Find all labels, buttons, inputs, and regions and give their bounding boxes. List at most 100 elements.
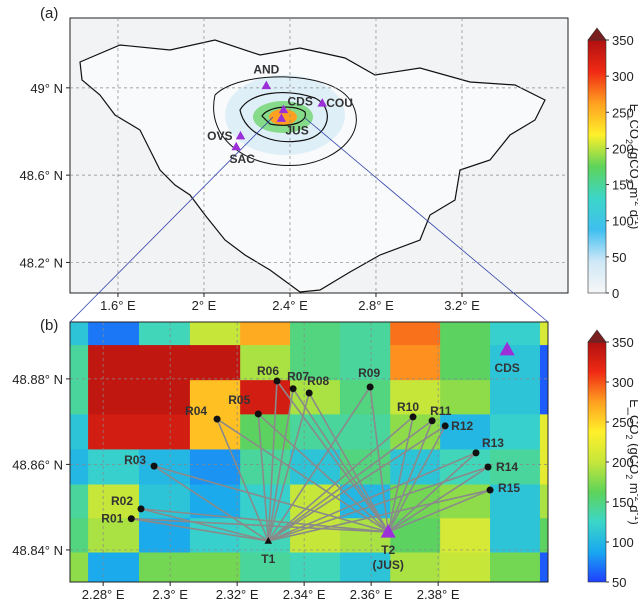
grid <box>70 322 548 582</box>
y-tick-label: 48.2° N <box>19 255 63 270</box>
tower <box>264 536 273 544</box>
receptor <box>127 515 135 523</box>
grid-cell <box>139 322 191 346</box>
y-tick-label: 49° N <box>30 81 63 96</box>
x-tick-label: 2.8° E <box>358 298 394 313</box>
receptor-label: R11 <box>430 404 452 418</box>
grid-cell <box>70 518 89 553</box>
colorbar-tick-label: 200 <box>612 455 634 470</box>
grid-cell <box>290 449 341 485</box>
footprint-link <box>292 388 389 533</box>
grid-cell <box>440 322 491 346</box>
colorbar-label-part: (gCO <box>627 144 638 179</box>
footprint-link <box>216 418 389 533</box>
footprint-link <box>153 465 389 533</box>
grid-cell <box>70 345 89 381</box>
colorbar-label-part: m <box>627 184 638 198</box>
receptor <box>366 383 374 391</box>
receptor-label: R12 <box>451 419 473 433</box>
panel-label: (a) <box>40 5 58 22</box>
footprint-link <box>387 420 433 533</box>
grid-cell <box>390 552 441 582</box>
footprint-link <box>267 452 477 542</box>
x-tick-label: 2.36° E <box>350 587 393 602</box>
grid-cell <box>240 380 291 415</box>
site-label: JUS <box>285 123 308 137</box>
grid-cell <box>440 518 491 553</box>
receptor-label: R13 <box>482 436 504 450</box>
footprint-link <box>267 386 371 542</box>
footprint-link <box>267 380 278 541</box>
tower <box>380 523 396 538</box>
grid-cell <box>189 552 241 582</box>
colorbar-tick-label: 100 <box>612 535 634 550</box>
receptor-label: R09 <box>358 366 380 380</box>
grid-cell <box>189 345 241 381</box>
colorbar-label-part: ) <box>627 521 638 525</box>
x-tick-label: 2.38° E <box>417 587 460 602</box>
y-tick-label: 48.88° N <box>12 372 63 387</box>
grid-cell <box>88 322 140 346</box>
grid-cell <box>139 414 191 450</box>
receptor-label: R05 <box>228 393 250 407</box>
grid-cell <box>539 414 548 450</box>
footprint-link <box>131 517 269 542</box>
region-boundary <box>79 39 546 293</box>
receptor-label: R07 <box>287 370 309 384</box>
grid-cell <box>539 484 548 519</box>
inner-boundary <box>239 92 328 143</box>
grid-cell <box>70 484 89 519</box>
grid-cell <box>139 345 191 381</box>
site-marker <box>278 104 289 114</box>
links <box>131 380 491 542</box>
grid-cell <box>70 322 89 346</box>
grid-cell <box>290 552 341 582</box>
colorbar-label-part: m <box>627 479 638 493</box>
receptor <box>254 410 262 418</box>
colorbar-label-part: 2 <box>624 139 634 144</box>
site-label: CDS <box>494 361 519 375</box>
zoom-line <box>304 117 549 323</box>
grid-cell <box>139 380 191 415</box>
grid-cell <box>490 380 541 415</box>
grid-cell <box>539 518 548 553</box>
inner-boundary <box>213 76 357 167</box>
colorbar-extend <box>587 27 607 41</box>
receptor-label: R10 <box>397 400 419 414</box>
receptor <box>150 462 158 470</box>
frame <box>69 321 549 583</box>
grid-cell <box>88 380 140 415</box>
grid-cell <box>240 552 291 582</box>
grid-cell <box>88 414 140 450</box>
grid-cell <box>88 552 140 582</box>
colorbar-label-part: 2 <box>624 435 634 440</box>
footprint-link <box>257 413 389 533</box>
grid-cell <box>539 552 548 582</box>
panel-b <box>69 321 549 583</box>
y-tick-label: 48.6° N <box>19 168 63 183</box>
grid-cell <box>539 322 548 346</box>
panel-a <box>69 17 569 294</box>
colorbar-tick-label: 350 <box>612 33 634 48</box>
x-tick-label: 2° E <box>192 298 217 313</box>
receptor-label: R15 <box>498 481 520 495</box>
grid-cell <box>440 449 491 485</box>
grid-cell <box>539 345 548 381</box>
receptor <box>486 486 494 494</box>
footprint-link <box>268 466 489 542</box>
colorbar-tick-label: 50 <box>612 575 626 590</box>
grid-cell <box>139 552 191 582</box>
site-marker <box>499 341 515 356</box>
colorbar-tick-label: 300 <box>612 375 634 390</box>
colorbar-label-part: -2 <box>633 198 638 206</box>
grid-cell <box>390 345 441 381</box>
colorbar-tick-label: 150 <box>612 495 634 510</box>
grid-cell <box>440 380 491 415</box>
grid-cell <box>189 322 241 346</box>
grid-cell <box>189 380 241 415</box>
grid-cell <box>490 414 541 450</box>
grid-cell <box>139 449 191 485</box>
grid-cell <box>290 345 341 381</box>
footprint-link <box>387 425 446 533</box>
grid-cell <box>70 380 89 415</box>
